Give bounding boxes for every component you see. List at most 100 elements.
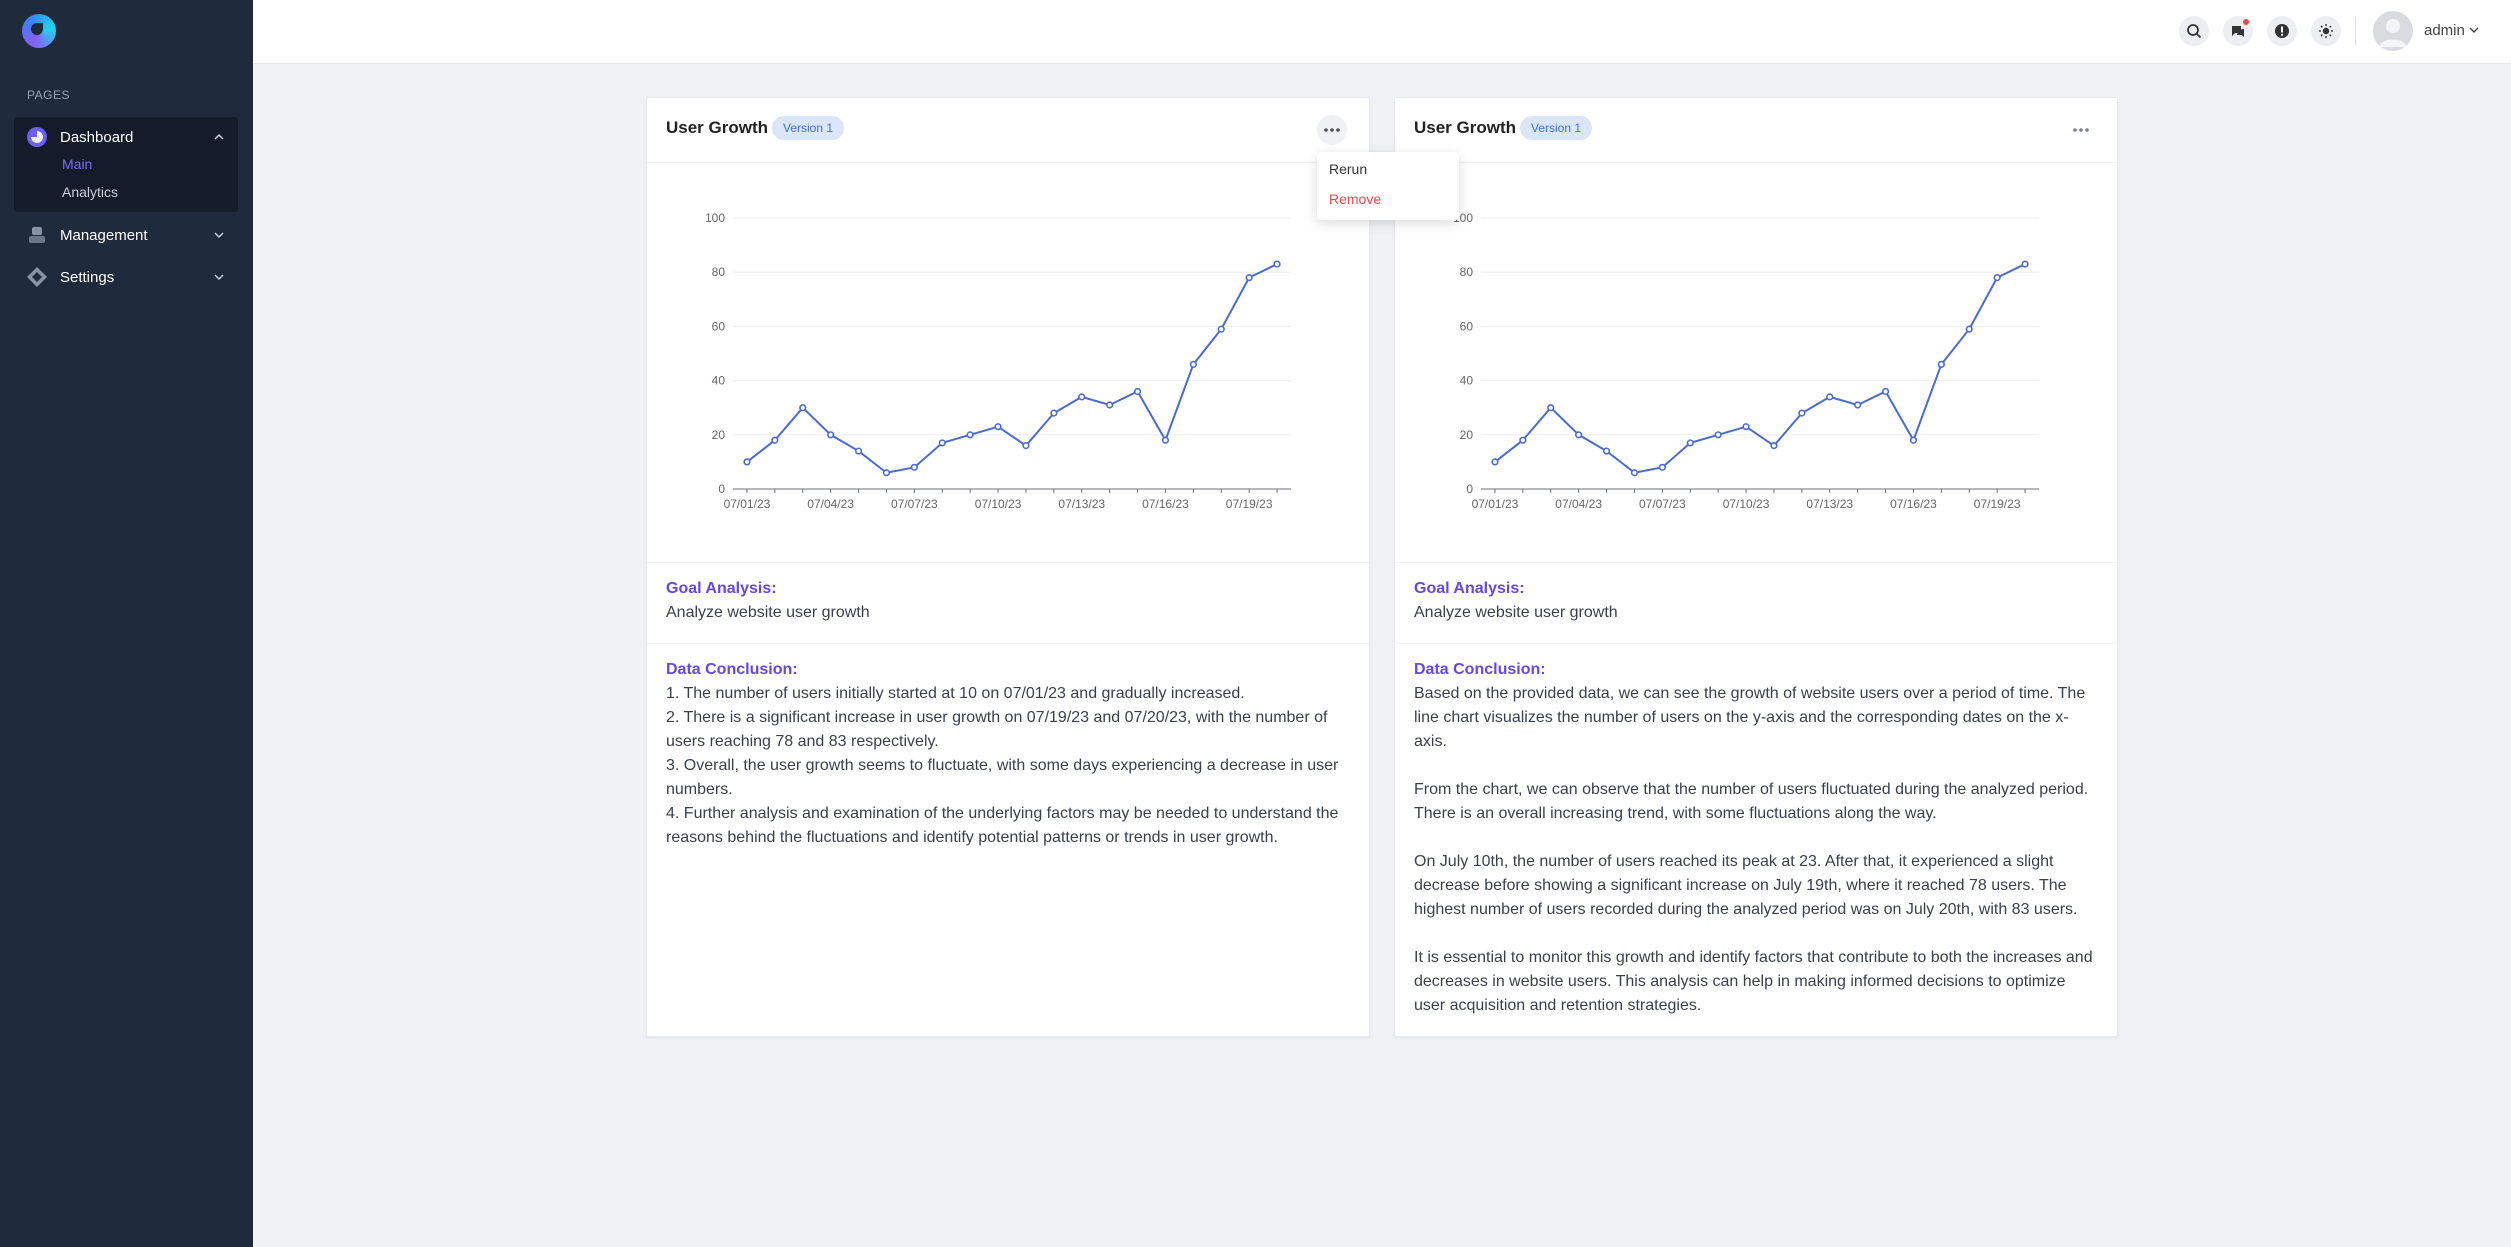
data-point: [1217, 325, 1225, 333]
chevron-down-icon: [214, 232, 224, 239]
theme-toggle-button[interactable]: [2311, 16, 2341, 46]
sidebar-item-settings[interactable]: Settings: [14, 258, 238, 296]
data-point: [1547, 404, 1555, 412]
y-tick-label: 100: [705, 211, 725, 225]
user-menu[interactable]: admin: [2424, 22, 2479, 39]
search-button[interactable]: [2179, 16, 2209, 46]
notification-dot-icon: [2243, 19, 2249, 25]
data-point: [1519, 436, 1527, 444]
y-tick-label: 60: [1460, 319, 1474, 333]
x-tick-label: 07/07/23: [1639, 497, 1686, 511]
chevron-up-icon: [214, 133, 224, 140]
avatar[interactable]: [2373, 11, 2413, 51]
goal-analysis-text: Analyze website user growth: [666, 604, 870, 621]
sidebar-item-management[interactable]: Management: [14, 216, 238, 254]
data-conclusion-section: Data Conclusion: 1. The number of users …: [666, 658, 1350, 850]
user-avatar-icon: [2379, 19, 2407, 47]
data-point: [1937, 360, 1945, 368]
analysis-card-1: User Growth Version 1 0 20 40 60 80 100 07/01/…: [646, 97, 1370, 1037]
settings-icon: [26, 266, 48, 288]
data-point: [1491, 458, 1499, 466]
card-header: User Growth Version 1: [647, 98, 1369, 163]
data-point: [1881, 387, 1890, 396]
data-point: [1993, 274, 2001, 282]
data-point: [1826, 393, 1834, 401]
sidebar-item-label: Settings: [60, 268, 115, 286]
data-point: [1273, 260, 1281, 268]
alert-button[interactable]: [2267, 16, 2297, 46]
y-tick-label: 20: [1460, 428, 1474, 442]
conclusion-paragraph: From the chart, we can observe that the …: [1414, 781, 2093, 822]
more-dots-icon: [2073, 128, 2089, 132]
y-tick-label: 0: [718, 482, 725, 496]
data-conclusion-label: Data Conclusion:: [1414, 661, 1546, 678]
card-title: User Growth: [1414, 118, 1517, 137]
sidebar: PAGES Dashboard Main Analytics Managemen…: [0, 0, 253, 1247]
data-point: [1602, 447, 1611, 455]
data-point: [1078, 393, 1086, 401]
data-point: [966, 431, 974, 439]
section-divider: [647, 643, 1369, 644]
data-point: [1133, 387, 1142, 396]
data-point: [1686, 439, 1694, 447]
sidebar-subitem-main[interactable]: Main: [62, 156, 93, 172]
y-tick-label: 0: [1466, 482, 1473, 496]
nav-group-dashboard: [14, 117, 238, 212]
y-tick-label: 20: [712, 428, 726, 442]
x-tick-label: 07/01/23: [1472, 497, 1519, 511]
data-point: [827, 431, 835, 439]
data-point: [1630, 469, 1639, 477]
nav-section-label: PAGES: [27, 88, 70, 102]
y-tick-label: 40: [712, 374, 726, 388]
analysis-card-2: User Growth Version 1 0 20 40 60 80 100 07/01/…: [1394, 97, 2118, 1037]
data-point: [1854, 401, 1862, 409]
data-point: [799, 404, 807, 412]
x-tick-label: 07/16/23: [1142, 497, 1189, 511]
data-point: [882, 469, 891, 477]
header-divider: [2355, 17, 2356, 45]
data-point: [1022, 442, 1030, 450]
card-options-menu: Rerun Remove: [1317, 152, 1459, 220]
chat-icon: [2232, 26, 2244, 37]
data-point: [1714, 431, 1722, 439]
data-point: [938, 439, 946, 447]
sidebar-item-dashboard[interactable]: Dashboard: [14, 118, 238, 156]
card-title: User Growth: [666, 118, 769, 137]
goal-analysis-label: Goal Analysis:: [666, 580, 777, 597]
conclusion-paragraph: Based on the provided data, we can see t…: [1414, 685, 2090, 750]
x-tick-label: 07/07/23: [891, 497, 938, 511]
section-divider: [1395, 643, 2117, 644]
data-point: [1050, 409, 1058, 417]
more-dots-icon: [1324, 128, 1340, 132]
alert-icon: [2275, 24, 2289, 38]
management-icon: [26, 224, 48, 246]
menu-item-remove[interactable]: Remove: [1329, 191, 1382, 207]
y-tick-label: 60: [712, 319, 726, 333]
data-point: [1742, 423, 1750, 431]
x-tick-label: 07/04/23: [1555, 497, 1602, 511]
data-point: [1909, 436, 1918, 444]
more-options-button[interactable]: [1317, 115, 1347, 145]
y-tick-label: 80: [1460, 265, 1474, 279]
data-conclusion-label: Data Conclusion:: [666, 661, 798, 678]
goal-analysis-section: Goal Analysis: Analyze website user grow…: [666, 577, 1350, 625]
sidebar-subitem-analytics[interactable]: Analytics: [62, 184, 119, 200]
x-tick-label: 07/13/23: [1806, 497, 1853, 511]
data-point: [2021, 260, 2029, 268]
data-conclusion-section: Data Conclusion: Based on the provided d…: [1414, 658, 2098, 1018]
series-line: [1494, 263, 2026, 474]
app-logo[interactable]: [22, 14, 56, 48]
chat-button[interactable]: [2223, 16, 2253, 46]
dashboard-icon: [26, 126, 48, 148]
chevron-down-icon: [2469, 27, 2479, 33]
more-options-button[interactable]: [2066, 115, 2096, 145]
top-header: [253, 0, 2511, 64]
goal-analysis-section: Goal Analysis: Analyze website user grow…: [1414, 577, 2098, 625]
menu-item-rerun[interactable]: Rerun: [1329, 161, 1368, 177]
user-name: admin: [2424, 22, 2465, 39]
x-tick-label: 07/19/23: [1974, 497, 2021, 511]
x-tick-label: 07/10/23: [1723, 497, 1770, 511]
data-point: [994, 423, 1002, 431]
